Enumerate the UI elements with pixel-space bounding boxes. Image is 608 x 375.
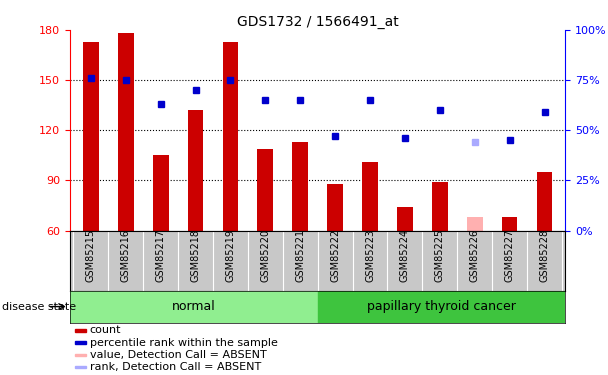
Text: percentile rank within the sample: percentile rank within the sample xyxy=(89,338,277,348)
Bar xyxy=(153,155,168,231)
Text: value, Detection Call = ABSENT: value, Detection Call = ABSENT xyxy=(89,350,266,360)
Title: GDS1732 / 1566491_at: GDS1732 / 1566491_at xyxy=(237,15,399,29)
Bar xyxy=(362,162,378,231)
Text: rank, Detection Call = ABSENT: rank, Detection Call = ABSENT xyxy=(89,362,261,372)
Text: disease state: disease state xyxy=(2,302,76,312)
Bar xyxy=(223,42,238,231)
Bar xyxy=(432,182,447,231)
Bar xyxy=(317,291,565,322)
Bar xyxy=(397,207,413,231)
Bar xyxy=(83,42,98,231)
Bar xyxy=(257,149,273,231)
Bar xyxy=(292,142,308,231)
Bar xyxy=(327,184,343,231)
Bar xyxy=(75,354,86,356)
Bar xyxy=(188,110,204,231)
Bar xyxy=(75,329,86,332)
Bar xyxy=(75,342,86,344)
Bar xyxy=(70,291,317,322)
Bar xyxy=(467,217,483,231)
Bar xyxy=(502,217,517,231)
Text: count: count xyxy=(89,326,121,336)
Text: papillary thyroid cancer: papillary thyroid cancer xyxy=(367,300,516,313)
Bar xyxy=(537,172,552,231)
Bar xyxy=(75,366,86,368)
Bar xyxy=(118,33,134,231)
Text: normal: normal xyxy=(172,300,216,313)
